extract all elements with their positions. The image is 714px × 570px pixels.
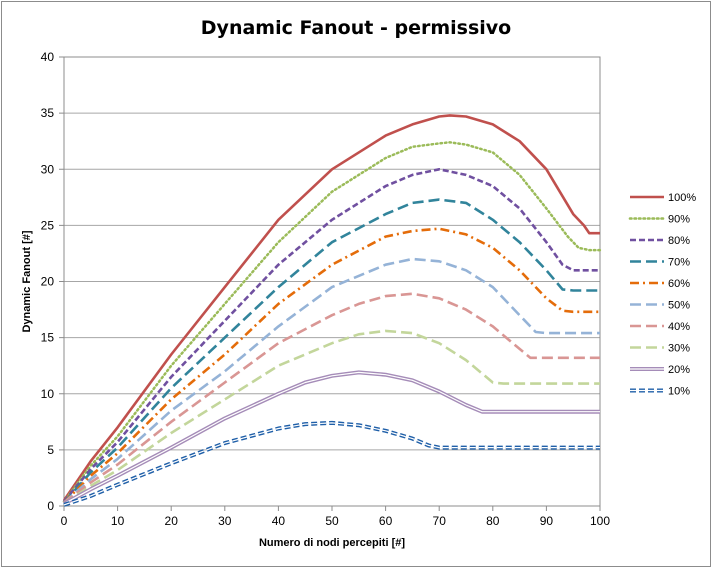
- series-80pct: [62, 168, 600, 503]
- legend-item: 10%: [630, 386, 690, 398]
- series-line: [63, 227, 600, 504]
- series-30pct: [63, 329, 600, 505]
- x-tick-label: 0: [61, 514, 68, 528]
- legend-label: 70%: [668, 257, 690, 269]
- series-line: [62, 168, 600, 503]
- x-tick-label: 60: [379, 514, 393, 528]
- legend-item: 80%: [630, 235, 690, 247]
- axes: 0 5 10 15 20 25 30 35 40 0 10 20 30 40 50 60 70 80 90 100: [41, 50, 611, 528]
- y-tick-label: 15: [41, 331, 55, 345]
- series-10pct: [63, 420, 600, 507]
- legend-item: 50%: [630, 300, 690, 312]
- series-100pct: [62, 114, 600, 502]
- y-tick-label: 40: [41, 50, 55, 64]
- series-20pct: [63, 370, 600, 506]
- series-70pct: [63, 198, 600, 504]
- y-tick-label: 30: [41, 162, 55, 176]
- series-line: [63, 198, 600, 504]
- series-50pct: [63, 257, 600, 504]
- y-tick-label: 35: [41, 106, 55, 120]
- y-tick-label: 10: [41, 387, 55, 401]
- legend-label: 30%: [668, 343, 690, 355]
- legend-item: 30%: [630, 343, 690, 355]
- legend-label: 50%: [668, 300, 690, 312]
- x-tick-label: 70: [433, 514, 447, 528]
- series-line: [62, 141, 602, 503]
- legend-item: 60%: [630, 278, 690, 290]
- legend-item: 70%: [630, 257, 690, 269]
- y-tick-label: 20: [41, 275, 55, 289]
- series-line: [62, 114, 600, 502]
- legend-item: 100%: [630, 192, 696, 204]
- legend-label: 40%: [668, 321, 690, 333]
- legend-label: 80%: [668, 235, 690, 247]
- y-axis-title: Dynamic Fanout [#]: [21, 230, 33, 332]
- series-60pct: [63, 227, 600, 504]
- chart-title: Dynamic Fanout - permissivo: [201, 17, 511, 39]
- series-90pct: [62, 141, 602, 503]
- series-line: [63, 257, 600, 504]
- legend-item: 40%: [630, 321, 690, 333]
- series-line-inner: [63, 422, 600, 506]
- legend-label: 60%: [668, 278, 690, 290]
- x-tick-label: 100: [590, 514, 610, 528]
- x-tick-label: 90: [540, 514, 554, 528]
- series-line: [63, 292, 600, 504]
- series-40pct: [63, 292, 600, 504]
- legend-label: 20%: [668, 364, 690, 376]
- series-line: [63, 329, 600, 505]
- y-tick-label: 25: [41, 218, 55, 232]
- y-tick-label: 0: [47, 499, 54, 513]
- legend: 100% 90% 80% 70% 60% 50% 40% 30% 20% 10%: [628, 192, 696, 398]
- x-tick-label: 10: [111, 514, 125, 528]
- legend-label: 90%: [668, 214, 690, 226]
- series-lines: [62, 114, 602, 507]
- series-line-inner: [63, 371, 600, 505]
- legend-label: 10%: [668, 386, 690, 398]
- y-tick-label: 5: [47, 443, 54, 457]
- legend-item: 90%: [628, 214, 690, 226]
- legend-item: 20%: [630, 364, 690, 376]
- x-tick-label: 40: [272, 514, 286, 528]
- x-tick-label: 30: [218, 514, 232, 528]
- x-axis-title: Numero di nodi percepiti [#]: [259, 537, 405, 549]
- x-tick-label: 50: [325, 514, 339, 528]
- legend-label: 100%: [668, 192, 696, 204]
- x-tick-label: 80: [486, 514, 500, 528]
- x-tick-label: 20: [165, 514, 179, 528]
